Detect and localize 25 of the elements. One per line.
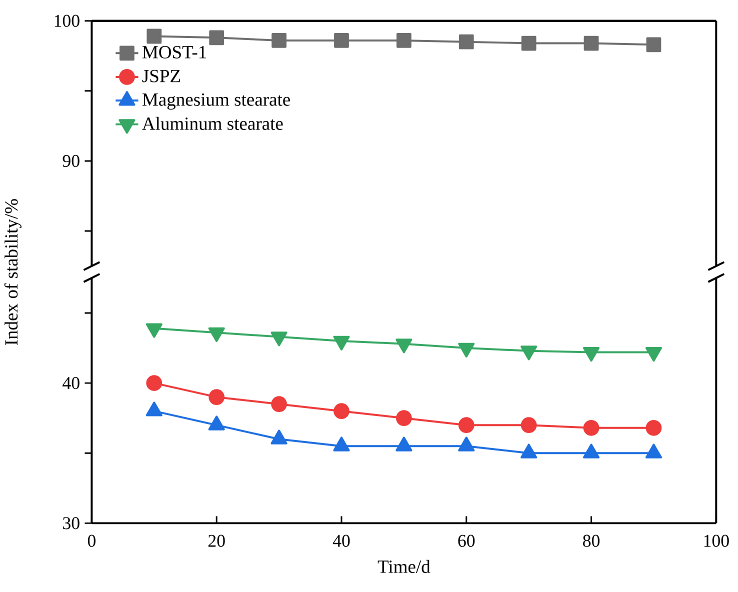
y-tick-label: 90	[62, 155, 80, 168]
point	[396, 33, 412, 48]
x-tick-label: 0	[88, 534, 96, 548]
legend-label: JSPZ	[142, 70, 180, 82]
point	[272, 33, 286, 48]
point	[646, 37, 662, 52]
legend-label: MOST-1	[142, 46, 206, 59]
x-tick-label: 20	[208, 534, 225, 548]
x-tick-label: 80	[583, 534, 600, 548]
x-tick-label: 40	[332, 534, 350, 548]
point	[209, 30, 224, 46]
x-tick-label: 60	[458, 534, 475, 548]
point	[334, 33, 349, 48]
x-tick-label: 100	[704, 534, 729, 548]
point	[146, 28, 162, 44]
point	[458, 34, 474, 50]
point	[521, 36, 536, 51]
y-tick-label: 30	[63, 517, 80, 530]
y-axis-title: Index of stability/%	[4, 199, 22, 346]
x-axis-title: Time/d	[378, 560, 430, 574]
y-tick-label: 40	[62, 377, 80, 390]
point	[584, 36, 599, 51]
legend-label: Aluminum stearate	[142, 117, 283, 130]
legend-label: Magnesium stearate	[142, 94, 290, 110]
y-tick-label: 100	[54, 14, 80, 28]
